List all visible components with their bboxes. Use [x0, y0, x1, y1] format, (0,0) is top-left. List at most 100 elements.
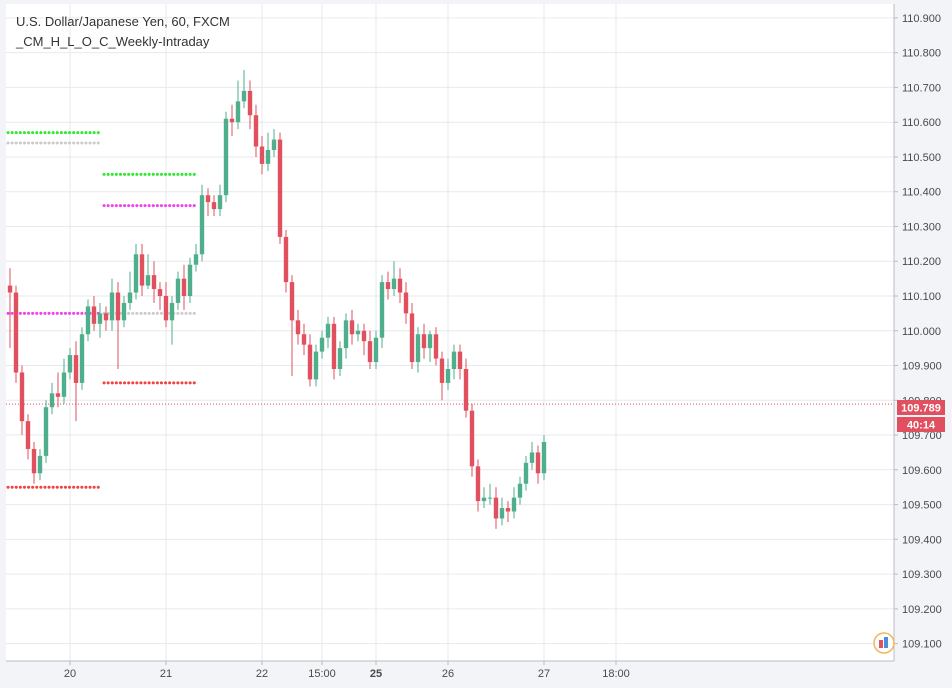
candle-body: [523, 462, 529, 484]
candle-body: [91, 306, 97, 324]
y-tick-label: 109.300: [902, 569, 942, 581]
candle-body: [85, 306, 91, 335]
price-badge: 109.789 40:14: [897, 400, 945, 432]
candle-body: [445, 369, 451, 383]
candle-body: [163, 296, 169, 321]
candle-85: [517, 476, 523, 505]
candle-body: [73, 355, 79, 383]
x-tick-label: 15:00: [308, 668, 336, 680]
candle-39: [241, 70, 247, 109]
candle-34: [211, 195, 217, 217]
candle-body: [319, 337, 325, 352]
x-tick-label: 22: [256, 668, 268, 680]
candle-83: [505, 501, 511, 522]
candle-86: [523, 455, 529, 491]
candle-body: [535, 452, 541, 474]
candle-body: [247, 90, 253, 116]
candle-81: [493, 487, 499, 529]
candle-body: [301, 334, 307, 345]
candle-14: [91, 296, 97, 331]
candle-body: [457, 351, 463, 369]
candle-35: [217, 184, 223, 217]
candle-33: [205, 188, 211, 217]
plot-area[interactable]: [6, 4, 894, 661]
candle-body: [265, 150, 271, 164]
candle-44: [271, 129, 277, 157]
candle-24: [151, 261, 157, 303]
candle-body: [283, 236, 289, 283]
countdown-badge-box: [897, 417, 945, 432]
candle-84: [511, 487, 517, 519]
candle-54: [331, 316, 337, 380]
candle-body: [133, 254, 139, 293]
candle-53: [325, 316, 331, 349]
candle-71: [433, 327, 439, 366]
tradingview-badge-icon[interactable]: [873, 632, 895, 654]
candle-body: [355, 330, 361, 335]
candle-60: [367, 330, 373, 369]
candle-2: [19, 365, 25, 436]
candle-body: [469, 410, 475, 467]
candle-body: [373, 337, 379, 363]
candle-5: [37, 448, 43, 481]
candle-36: [223, 111, 229, 203]
candle-67: [409, 302, 415, 369]
candle-body: [241, 90, 247, 102]
candle-82: [499, 497, 505, 526]
candle-body: [121, 302, 127, 321]
candle-body: [217, 195, 223, 210]
candle-25: [157, 282, 163, 310]
candle-body: [313, 351, 319, 380]
candle-body: [211, 202, 217, 210]
candle-79: [481, 487, 487, 509]
candle-73: [445, 358, 451, 390]
candle-body: [511, 497, 517, 512]
y-tick-label: 109.400: [902, 534, 942, 546]
candle-68: [415, 327, 421, 373]
candle-4: [31, 442, 37, 484]
countdown-badge-value: 40:14: [907, 420, 936, 432]
y-tick-label: 109.200: [902, 604, 942, 616]
candle-30: [187, 257, 193, 303]
x-axis[interactable]: 20 21 22 15:00 25 26 27 18:00: [64, 661, 630, 680]
candle-body: [325, 323, 331, 338]
candle-65: [397, 268, 403, 303]
candle-body: [517, 483, 523, 498]
candle-body: [493, 497, 499, 519]
candle-body: [487, 497, 493, 499]
candle-49: [301, 323, 307, 356]
candle-26: [163, 282, 169, 328]
candle-body: [289, 282, 295, 321]
candle-body: [139, 254, 145, 286]
candle-72: [439, 351, 445, 401]
candle-body: [379, 282, 385, 338]
candle-89: [541, 435, 547, 481]
y-tick-label: 110.600: [902, 117, 941, 129]
candle-body: [403, 292, 409, 314]
candle-29: [181, 264, 187, 310]
candle-87: [529, 442, 535, 470]
indicator-name: _CM_H_L_O_C_Weekly-Intraday: [15, 34, 210, 49]
candle-body: [397, 278, 403, 293]
candle-11: [73, 341, 79, 422]
candle-70: [427, 330, 433, 363]
candle-64: [391, 261, 397, 296]
candle-body: [451, 351, 457, 369]
candle-body: [439, 358, 445, 383]
candle-body: [43, 407, 49, 456]
candle-1: [13, 285, 19, 383]
candle-body: [127, 292, 133, 303]
candle-body: [103, 313, 109, 321]
candle-38: [235, 80, 241, 130]
candle-body: [157, 289, 163, 296]
candle-47: [289, 275, 295, 376]
candle-56: [343, 313, 349, 359]
y-tick-label: 110.700: [902, 82, 941, 94]
candle-body: [343, 320, 349, 349]
candle-41: [253, 104, 259, 157]
y-tick-label: 109.600: [902, 465, 942, 477]
candle-body: [199, 195, 205, 255]
candle-body: [175, 278, 181, 303]
candle-body: [169, 302, 175, 321]
candle-12: [79, 327, 85, 390]
